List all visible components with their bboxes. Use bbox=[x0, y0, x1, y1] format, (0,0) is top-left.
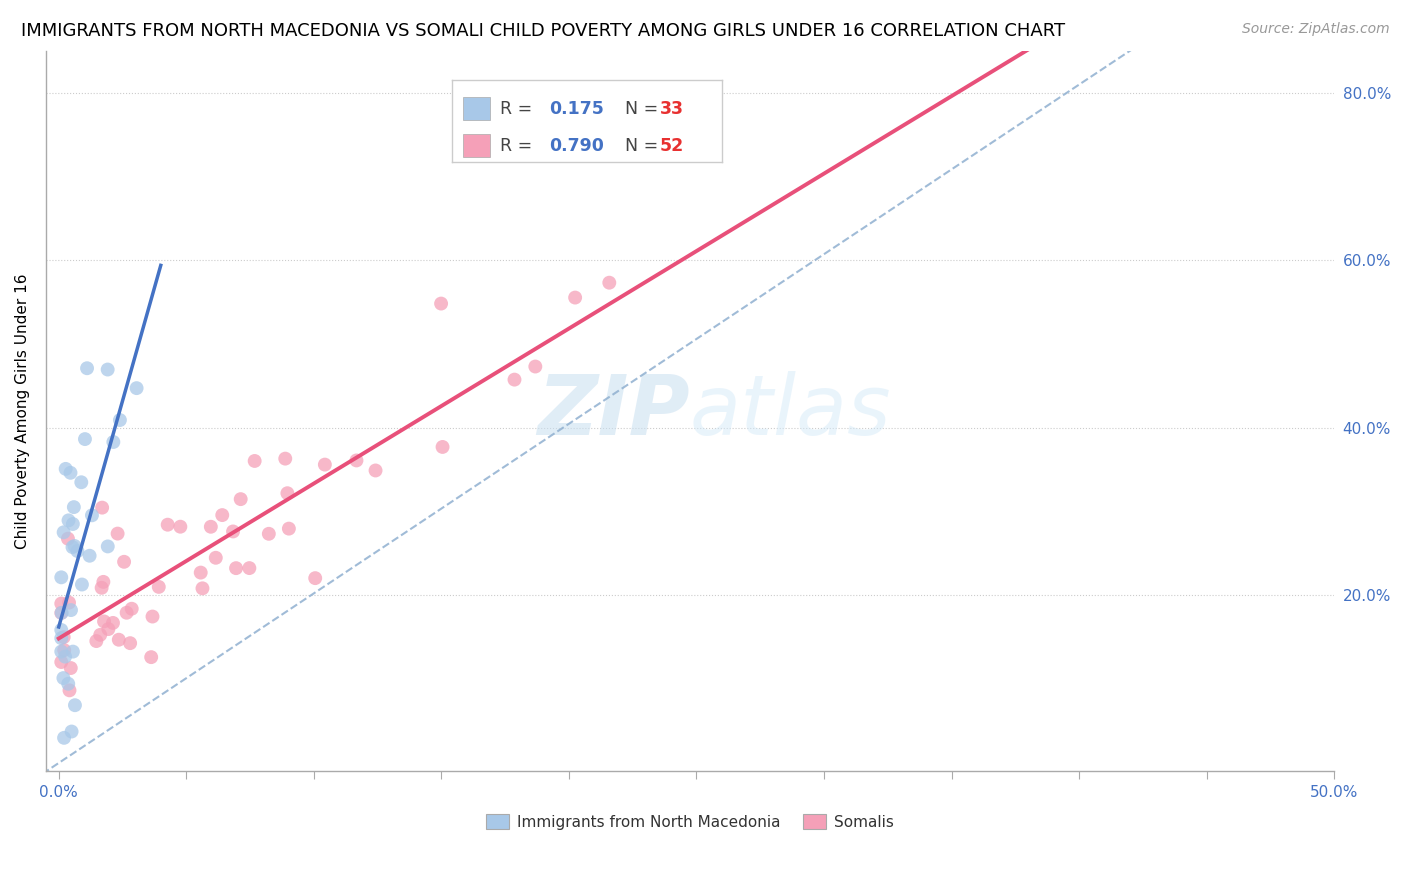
Point bbox=[243, 454, 266, 468]
Point bbox=[51, 644, 73, 658]
Point bbox=[63, 500, 86, 515]
Text: atlas: atlas bbox=[690, 370, 891, 451]
Point bbox=[120, 636, 142, 650]
Point bbox=[55, 462, 77, 476]
Point bbox=[314, 458, 336, 472]
Point bbox=[222, 524, 245, 539]
Point bbox=[598, 276, 620, 290]
Point bbox=[76, 361, 98, 376]
Point bbox=[52, 630, 75, 644]
Point bbox=[70, 475, 93, 490]
Point bbox=[277, 522, 299, 536]
Text: ZIP: ZIP bbox=[537, 370, 690, 451]
Point bbox=[121, 601, 143, 615]
Point bbox=[148, 580, 170, 594]
Point bbox=[125, 381, 148, 395]
Point bbox=[86, 634, 108, 648]
Point bbox=[62, 540, 84, 554]
Point bbox=[60, 603, 83, 617]
Legend: Immigrants from North Macedonia, Somalis: Immigrants from North Macedonia, Somalis bbox=[481, 807, 900, 836]
Point bbox=[346, 453, 368, 467]
Point bbox=[63, 698, 86, 713]
Point bbox=[53, 643, 76, 657]
Point bbox=[59, 661, 82, 675]
Point bbox=[107, 526, 129, 541]
Point bbox=[141, 650, 163, 665]
Point bbox=[58, 683, 80, 698]
Point bbox=[304, 571, 326, 585]
Point bbox=[59, 466, 82, 480]
Point bbox=[191, 582, 214, 596]
Point bbox=[97, 622, 120, 636]
Point bbox=[93, 615, 115, 629]
Point bbox=[51, 623, 73, 637]
Point bbox=[257, 526, 280, 541]
Point bbox=[103, 435, 125, 450]
Point bbox=[229, 492, 252, 507]
Point bbox=[430, 296, 453, 310]
Point bbox=[58, 513, 80, 527]
Point bbox=[204, 550, 226, 565]
Point bbox=[91, 500, 114, 515]
Point bbox=[52, 671, 75, 685]
Point bbox=[70, 577, 93, 591]
Point bbox=[62, 516, 84, 531]
Point bbox=[58, 596, 80, 610]
Point bbox=[51, 597, 73, 611]
Point bbox=[432, 440, 454, 454]
Point bbox=[53, 649, 76, 664]
Point bbox=[200, 520, 222, 534]
Point bbox=[108, 413, 131, 427]
Point bbox=[51, 606, 73, 620]
Point bbox=[53, 731, 76, 745]
Point bbox=[80, 508, 103, 523]
Point bbox=[225, 561, 247, 575]
Point bbox=[51, 655, 73, 669]
Point bbox=[238, 561, 260, 575]
Point bbox=[56, 532, 79, 546]
Point bbox=[112, 555, 135, 569]
Point bbox=[62, 645, 84, 659]
Point bbox=[97, 362, 120, 376]
Text: IMMIGRANTS FROM NORTH MACEDONIA VS SOMALI CHILD POVERTY AMONG GIRLS UNDER 16 COR: IMMIGRANTS FROM NORTH MACEDONIA VS SOMAL… bbox=[21, 22, 1066, 40]
Point bbox=[141, 609, 163, 624]
Point bbox=[190, 566, 212, 580]
Point bbox=[63, 539, 86, 553]
Point bbox=[60, 724, 83, 739]
Point bbox=[73, 432, 96, 446]
Point bbox=[51, 631, 73, 645]
Point bbox=[58, 677, 80, 691]
Point bbox=[115, 606, 138, 620]
Point bbox=[90, 581, 112, 595]
Point bbox=[276, 486, 298, 500]
Point bbox=[101, 615, 124, 630]
Point bbox=[51, 570, 73, 584]
Point bbox=[524, 359, 547, 374]
Point bbox=[51, 606, 73, 620]
Point bbox=[89, 628, 111, 642]
Point bbox=[169, 519, 191, 533]
Point bbox=[52, 525, 75, 540]
Text: Source: ZipAtlas.com: Source: ZipAtlas.com bbox=[1241, 22, 1389, 37]
Point bbox=[97, 540, 120, 554]
Point bbox=[274, 451, 297, 466]
Point bbox=[107, 632, 129, 647]
Point bbox=[66, 544, 89, 558]
Point bbox=[364, 463, 387, 477]
Point bbox=[211, 508, 233, 522]
Point bbox=[79, 549, 101, 563]
Point bbox=[93, 574, 115, 589]
Y-axis label: Child Poverty Among Girls Under 16: Child Poverty Among Girls Under 16 bbox=[15, 273, 30, 549]
Point bbox=[503, 373, 526, 387]
Point bbox=[564, 291, 586, 305]
Point bbox=[156, 517, 179, 532]
